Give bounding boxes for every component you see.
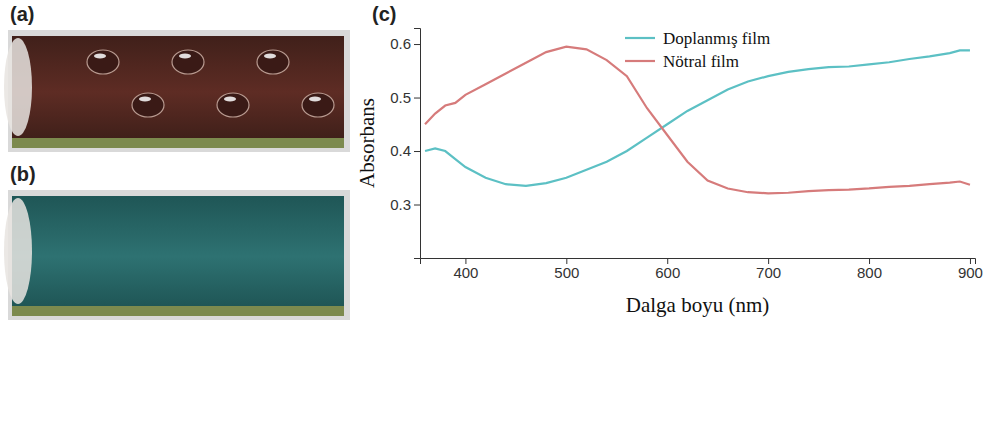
tick: 400 — [453, 258, 478, 281]
legend-label: Doplanmış film — [663, 29, 770, 48]
tick-label: 800 — [857, 264, 882, 281]
series-line — [425, 47, 970, 194]
film-edge — [4, 38, 32, 136]
film — [12, 36, 344, 138]
film — [12, 196, 344, 306]
droplet-highlight — [264, 54, 276, 59]
legend: Doplanmış film Nötral film — [625, 29, 770, 71]
photo-frame — [8, 190, 350, 320]
legend-swatch — [625, 60, 655, 62]
tick-label: 600 — [655, 264, 680, 281]
panel-label: (a) — [10, 3, 34, 25]
x-axis-title: Dalga boyu (nm) — [626, 293, 769, 317]
tick: 500 — [554, 258, 579, 281]
plot-area — [425, 47, 970, 194]
tick: 0.3 — [390, 196, 420, 213]
axis-line — [421, 259, 976, 265]
electrode-strip — [12, 138, 344, 148]
tick-label: 0.4 — [390, 142, 411, 159]
legend-item: Doplanmış film — [625, 29, 770, 48]
axis-line — [414, 29, 421, 259]
figure: (a) (b) (c) 400 500 600 700 800 900 0.3 0.4 0.5 0.6 D… — [0, 0, 1000, 425]
panel-label: (b) — [10, 163, 36, 185]
tick: 600 — [655, 258, 680, 281]
tick-mark — [414, 205, 420, 206]
droplet — [257, 50, 289, 74]
electrode-strip — [12, 306, 344, 316]
tick: 0.4 — [390, 142, 420, 159]
tick-mark — [414, 151, 420, 152]
photo-a — [4, 30, 350, 152]
droplet — [217, 93, 249, 117]
tick-label: 700 — [756, 264, 781, 281]
droplet-highlight — [94, 54, 106, 59]
droplet-highlight — [179, 54, 191, 59]
y-axis-title: Absorbans — [355, 98, 379, 188]
droplet — [172, 50, 204, 74]
droplet — [302, 93, 334, 117]
tick-label: 900 — [958, 264, 983, 281]
tick-label: 500 — [554, 264, 579, 281]
film-edge — [4, 198, 32, 304]
tick: 900 — [958, 258, 983, 281]
tick-label: 0.6 — [390, 35, 411, 52]
legend-swatch — [625, 37, 655, 39]
droplet-highlight — [139, 97, 151, 102]
y-axis: 0.3 0.4 0.5 0.6 — [390, 29, 420, 259]
droplet — [132, 93, 164, 117]
droplet-highlight — [309, 97, 321, 102]
droplet — [87, 50, 119, 74]
photo-b — [4, 190, 350, 320]
tick: 800 — [857, 258, 882, 281]
droplet-highlight — [224, 97, 236, 102]
x-axis: 400 500 600 700 800 900 — [421, 258, 983, 281]
tick-label: 0.5 — [390, 89, 411, 106]
tick-label: 400 — [453, 264, 478, 281]
tick-label: 0.3 — [390, 196, 411, 213]
series-line — [425, 50, 970, 185]
legend-item: Nötral film — [625, 52, 739, 71]
legend-label: Nötral film — [663, 52, 739, 71]
photo-frame — [8, 30, 350, 152]
tick-mark — [414, 98, 420, 99]
tick: 700 — [756, 258, 781, 281]
tick-mark — [414, 44, 420, 45]
panel-label: (c) — [372, 3, 396, 25]
tick: 0.5 — [390, 89, 420, 106]
tick: 0.6 — [390, 35, 420, 52]
